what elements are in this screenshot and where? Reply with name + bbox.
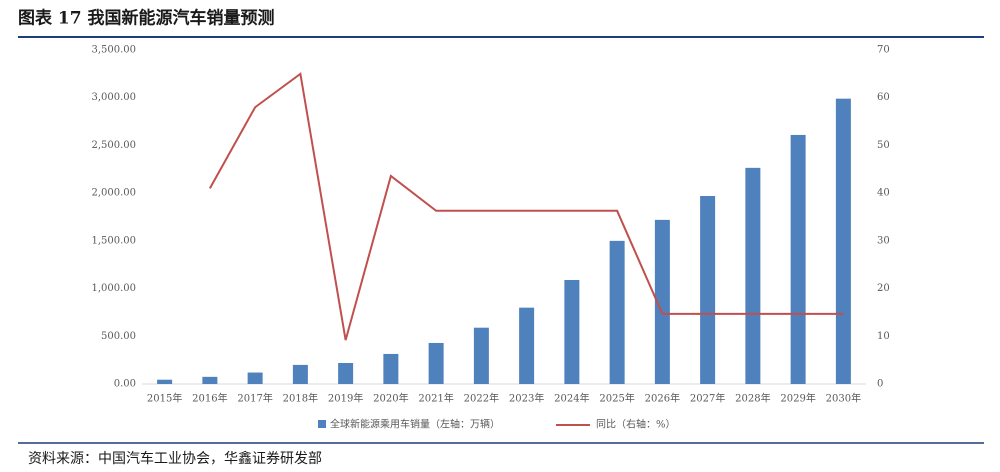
- y-tick-label: 0.00: [114, 379, 136, 390]
- x-tick-label: 2026年: [645, 392, 680, 405]
- x-tick-label: 2015年: [147, 392, 182, 405]
- y2-tick-label: 40: [877, 188, 890, 199]
- x-tick-label: 2016年: [192, 392, 227, 405]
- bar: [292, 364, 308, 384]
- x-tick-label: 2023年: [509, 392, 544, 405]
- x-tick-label: 2030年: [826, 392, 861, 405]
- y2-tick-label: 20: [877, 283, 890, 294]
- legend-label: 同比（右轴：%）: [596, 418, 676, 431]
- y2-tick-label: 30: [877, 235, 890, 246]
- bar: [835, 98, 851, 384]
- bar: [338, 363, 354, 384]
- bar: [609, 240, 625, 384]
- bar: [202, 376, 218, 384]
- bar: [654, 219, 670, 384]
- y-tick-label: 3,500.00: [91, 45, 136, 56]
- y2-tick-label: 0: [877, 379, 883, 390]
- x-tick-label: 2024年: [554, 392, 589, 405]
- y2-tick-label: 10: [877, 331, 890, 342]
- line: [209, 72, 844, 341]
- bar: [745, 167, 761, 384]
- source: 资料来源：中国汽车工业协会，华鑫证券研发部: [28, 450, 322, 467]
- y-tick-label: 1,000.00: [91, 283, 136, 294]
- bar: [473, 327, 489, 384]
- bar: [564, 279, 580, 384]
- y2-tick-label: 50: [877, 140, 890, 151]
- bar: [700, 196, 716, 384]
- x-tick-label: 2017年: [237, 392, 272, 405]
- x-tick-label: 2021年: [418, 392, 453, 405]
- y-tick-label: 2,000.00: [91, 188, 136, 199]
- y-tick-label: 500.00: [101, 331, 136, 342]
- y-tick-label: 3,000.00: [91, 92, 136, 103]
- x-tick-label: 2018年: [283, 392, 318, 405]
- bar: [428, 342, 444, 384]
- y2-tick-label: 60: [877, 92, 890, 103]
- x-tick-label: 2022年: [464, 392, 499, 405]
- bar: [247, 372, 263, 384]
- y-tick-label: 2,500.00: [91, 140, 136, 151]
- x-tick-label: 2027年: [690, 392, 725, 405]
- legend-swatch: [318, 420, 326, 428]
- legend-label: 全球新能源乘用车销量（左轴：万辆）: [330, 418, 500, 431]
- x-tick-label: 2020年: [373, 392, 408, 405]
- bar: [519, 307, 535, 384]
- chart-title: 图表 17 我国新能源汽车销量预测: [18, 8, 275, 29]
- bar: [790, 134, 806, 384]
- y2-tick-label: 70: [877, 45, 890, 56]
- y-tick-label: 1,500.00: [91, 235, 136, 246]
- x-tick-label: 2019年: [328, 392, 363, 405]
- x-tick-label: 2028年: [735, 392, 770, 405]
- x-tick-label: 2029年: [780, 392, 815, 405]
- x-tick-label: 2025年: [599, 392, 634, 405]
- bar: [383, 353, 399, 384]
- bar: [157, 379, 173, 384]
